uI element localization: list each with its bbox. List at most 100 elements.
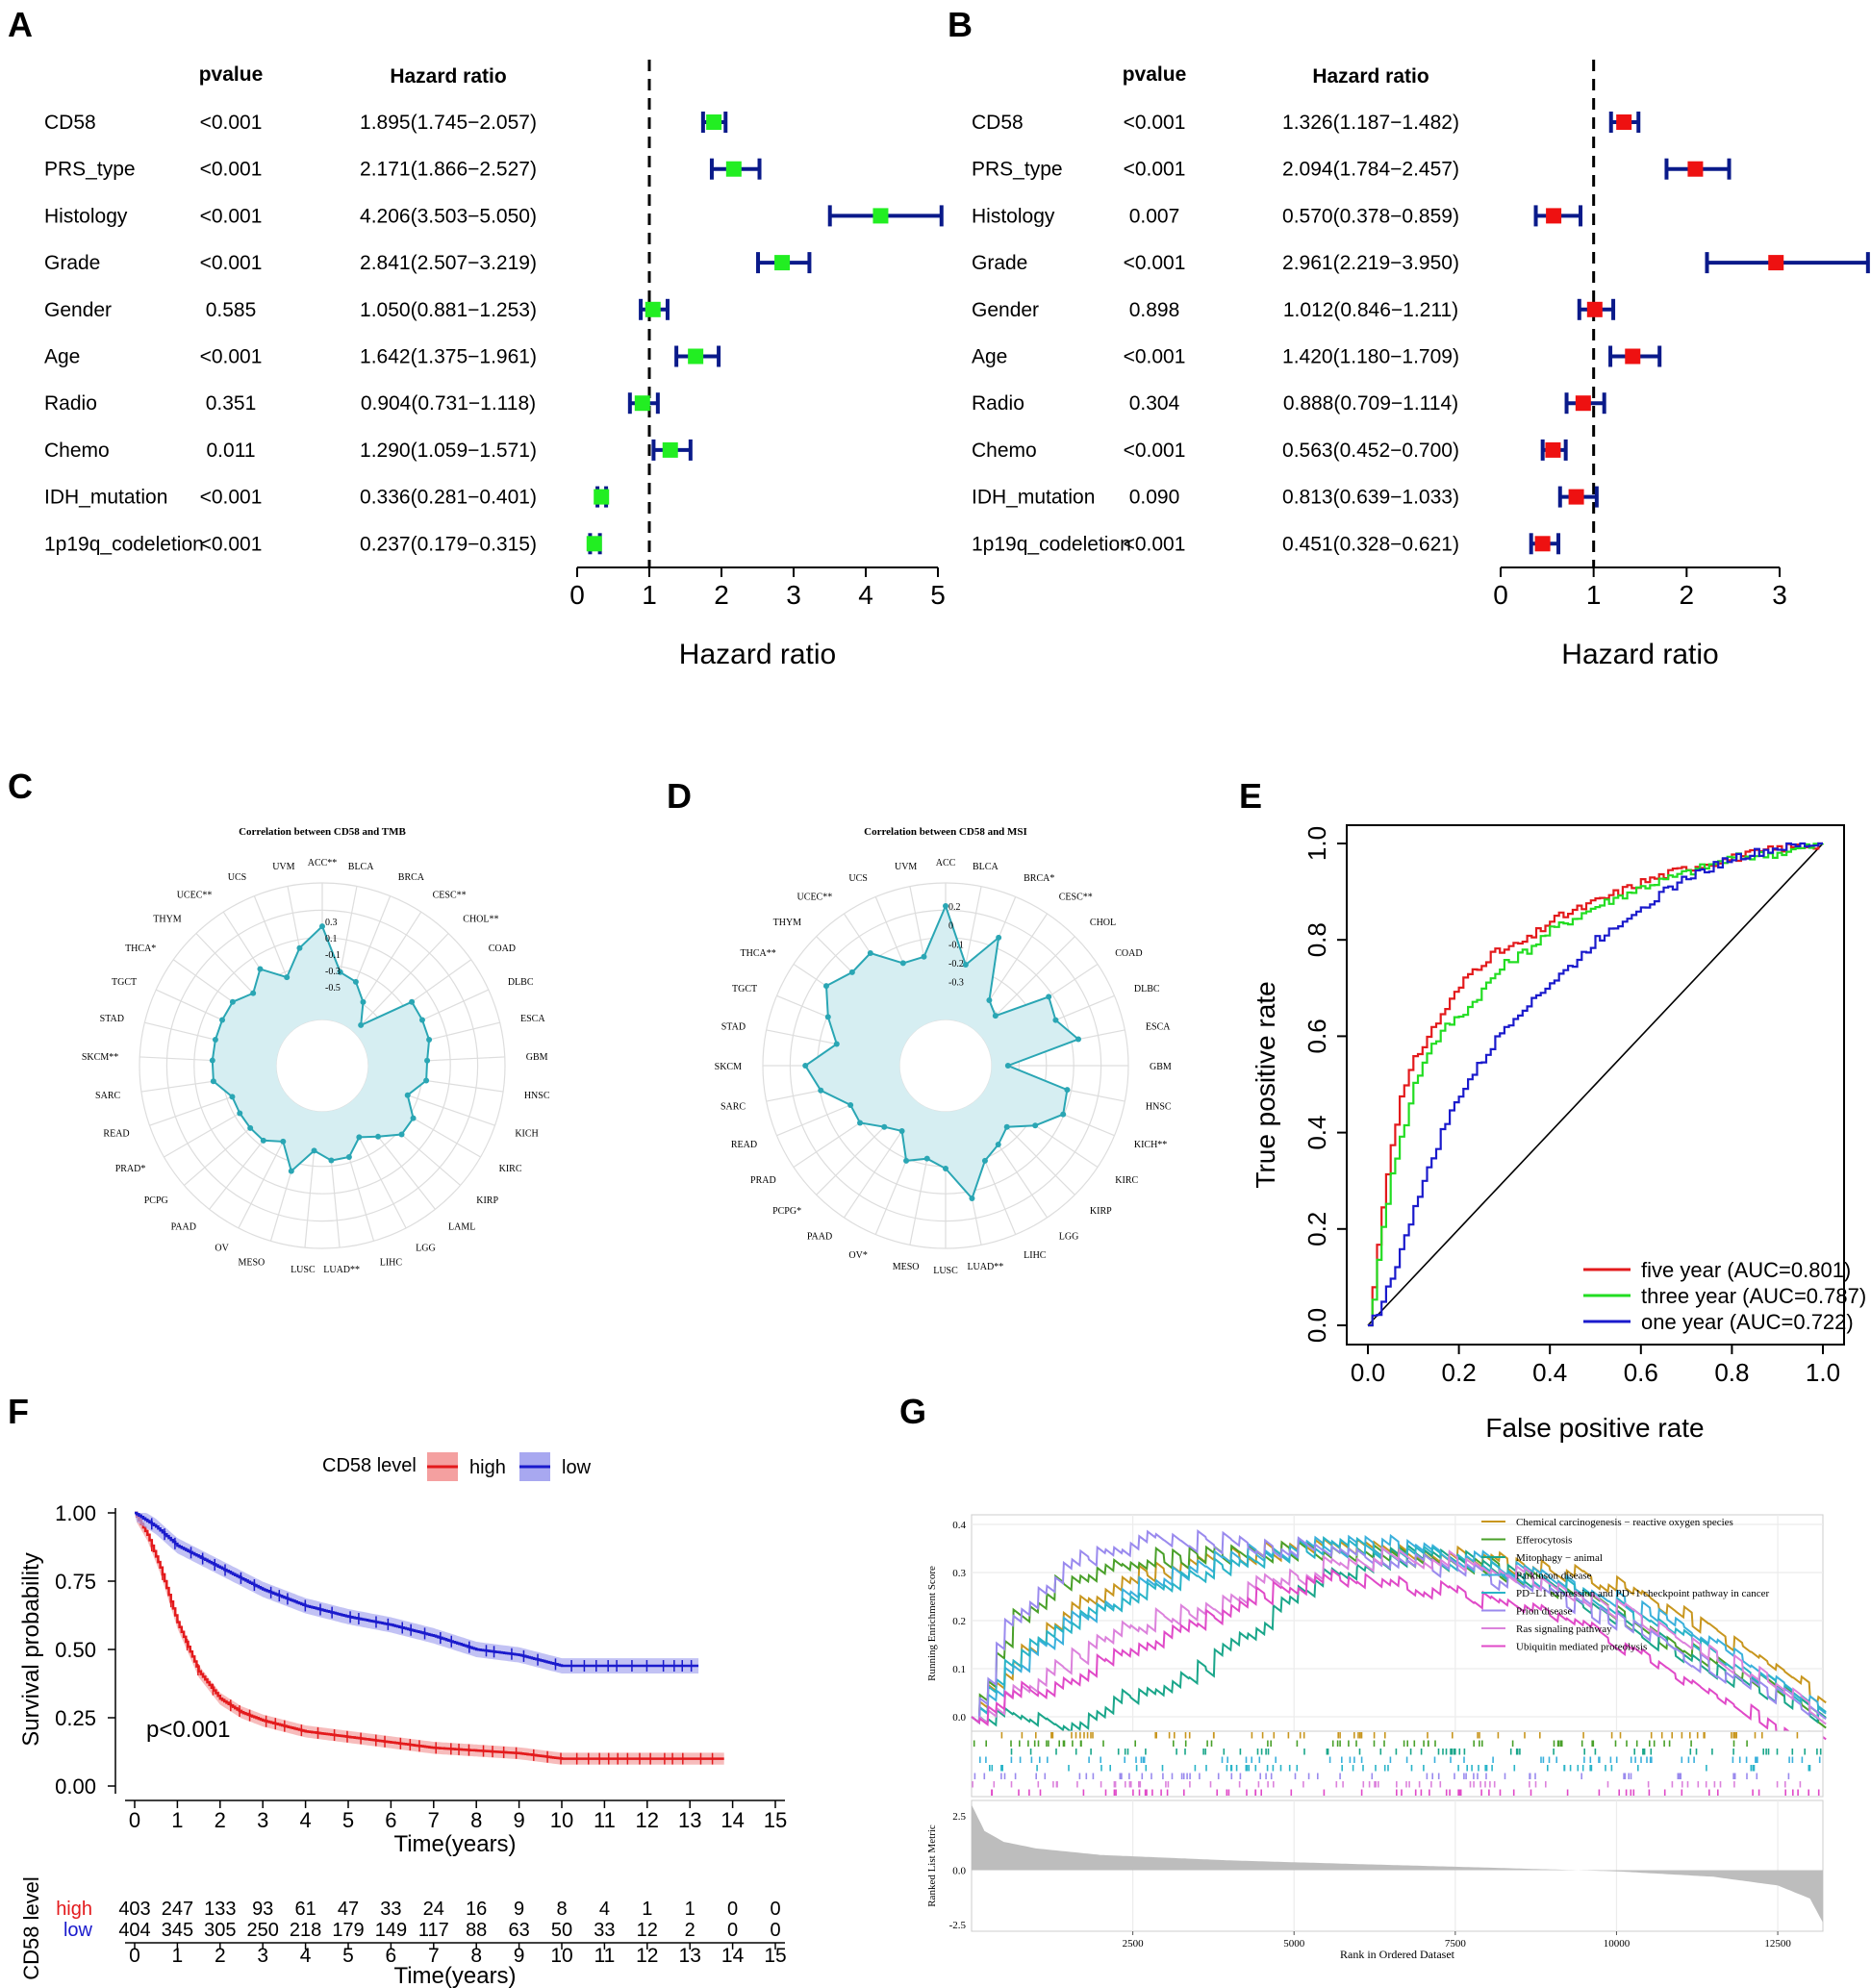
category-label: MESO [893, 1262, 920, 1272]
y-tick-label: 0.50 [55, 1638, 96, 1662]
y-axis-title: True positive rate [1251, 981, 1280, 1188]
category-label: THYM [773, 918, 802, 928]
risk-count: 9 [514, 1899, 524, 1920]
x-tick-label: 10 [550, 1808, 573, 1832]
category-label: KIRP [1090, 1206, 1112, 1217]
category-label: CESC** [1059, 893, 1093, 903]
risk-count: 93 [252, 1899, 273, 1920]
category-label: ESCA [1146, 1022, 1171, 1033]
radar-point [296, 944, 303, 951]
hr-marker [645, 301, 661, 317]
panel-letter-c: C [8, 767, 33, 806]
category-label: PAAD [171, 1222, 196, 1233]
x-tick-label: 0 [569, 580, 585, 610]
row-hazard-ratio: 1.420(1.180−1.709) [1282, 346, 1459, 368]
radar-point [398, 1131, 405, 1138]
radar-point [833, 1041, 840, 1047]
risk-count: 88 [466, 1920, 487, 1941]
y-tick-label: 0.4 [1302, 1116, 1331, 1150]
radar-point [280, 1138, 287, 1145]
radar-point [356, 1134, 363, 1141]
category-label: UCS [848, 873, 867, 884]
panel-letter-g: G [899, 1392, 926, 1431]
radar-chart-d: Correlation between CD58 and MSI 0.2 0 -0.1… [715, 826, 1172, 1276]
legend-label: Mitophagy − animal [1516, 1552, 1603, 1564]
radar-point [1075, 1036, 1082, 1043]
category-label: PRAD* [115, 1164, 146, 1174]
x-tick-label: 10000 [1604, 1938, 1631, 1950]
risk-row-label: low [63, 1920, 93, 1941]
ring-label: -0.5 [325, 983, 341, 994]
row-hazard-ratio: 1.642(1.375−1.961) [360, 346, 537, 368]
category-label: GBM [1150, 1062, 1172, 1072]
hr-marker [1545, 441, 1561, 458]
category-label: PRAD [750, 1175, 776, 1186]
category-label: PCPG* [772, 1206, 801, 1217]
y-tick-label: 0.75 [55, 1570, 96, 1594]
radar-point [943, 1166, 948, 1171]
category-label: READ [731, 1140, 757, 1150]
risk-x-axis-title: Time(years) [393, 1963, 516, 1988]
radar-fill [805, 906, 1078, 1198]
radar-point [822, 983, 829, 990]
category-label: OV* [848, 1250, 867, 1261]
radar-point [943, 903, 948, 909]
es-y-tick-label: 0.2 [952, 1616, 966, 1627]
risk-count: 4 [599, 1899, 610, 1920]
row-label: Histology [44, 205, 128, 227]
row-label: Radio [44, 392, 97, 415]
hit-marks [973, 1773, 1790, 1779]
radar-point [284, 974, 291, 981]
risk-x-tick-label: 8 [470, 1945, 482, 1967]
risk-y-axis-title: CD58 level [19, 1876, 43, 1980]
category-label: PCPG [144, 1195, 168, 1206]
category-label: LUSC [291, 1265, 316, 1275]
x-tick-label: 1 [171, 1808, 183, 1832]
category-label: UVM [272, 862, 294, 872]
radar-point [352, 978, 359, 985]
x-axis-title: Time(years) [393, 1831, 516, 1857]
radar-point [237, 1110, 243, 1117]
category-label: HNSC [524, 1091, 550, 1101]
category-label: THYM [153, 915, 182, 925]
radar-point [247, 1124, 254, 1131]
risk-count: 33 [380, 1899, 401, 1920]
risk-count: 218 [290, 1920, 321, 1941]
radar-point [229, 998, 236, 1005]
row-pvalue: <0.001 [200, 533, 263, 555]
risk-count: 0 [770, 1899, 780, 1920]
category-label: COAD [489, 944, 516, 954]
x-tick-label: 12500 [1764, 1938, 1791, 1950]
x-tick-label: 6 [385, 1808, 396, 1832]
risk-x-tick-label: 7 [428, 1945, 440, 1967]
ring-label: 0.1 [325, 934, 338, 944]
risk-count: 179 [332, 1920, 364, 1941]
category-label: STAD [721, 1022, 746, 1033]
hazard-ratio-header: Hazard ratio [1312, 65, 1429, 88]
row-label: IDH_mutation [44, 487, 167, 509]
row-hazard-ratio: 0.563(0.452−0.700) [1282, 440, 1459, 462]
risk-count: 47 [338, 1899, 359, 1920]
radar-point [921, 953, 927, 960]
row-hazard-ratio: 0.888(0.709−1.114) [1283, 392, 1458, 415]
hit-marks [989, 1765, 1811, 1772]
es-y-tick-label: 0.4 [952, 1520, 966, 1531]
risk-count: 16 [466, 1899, 487, 1920]
category-label: DLBC [1134, 984, 1160, 994]
y-axis-title: Survival probability [18, 1552, 44, 1746]
row-pvalue: 0.585 [206, 299, 257, 321]
category-label: UVM [895, 862, 917, 872]
x-tick-label: 0.2 [1442, 1358, 1477, 1387]
x-tick-label: 7 [428, 1808, 440, 1832]
risk-count: 345 [162, 1920, 193, 1941]
radar-point [260, 1137, 266, 1144]
hr-marker [1768, 255, 1784, 271]
row-pvalue: <0.001 [200, 252, 263, 274]
es-line [971, 1528, 1827, 1724]
category-label: CHOL** [463, 915, 498, 925]
category-label: UCEC** [797, 893, 833, 903]
row-label: Gender [972, 299, 1039, 321]
x-tick-label: 2500 [1123, 1938, 1145, 1950]
row-pvalue: <0.001 [1124, 440, 1186, 462]
ring-label: -0.2 [948, 959, 964, 969]
